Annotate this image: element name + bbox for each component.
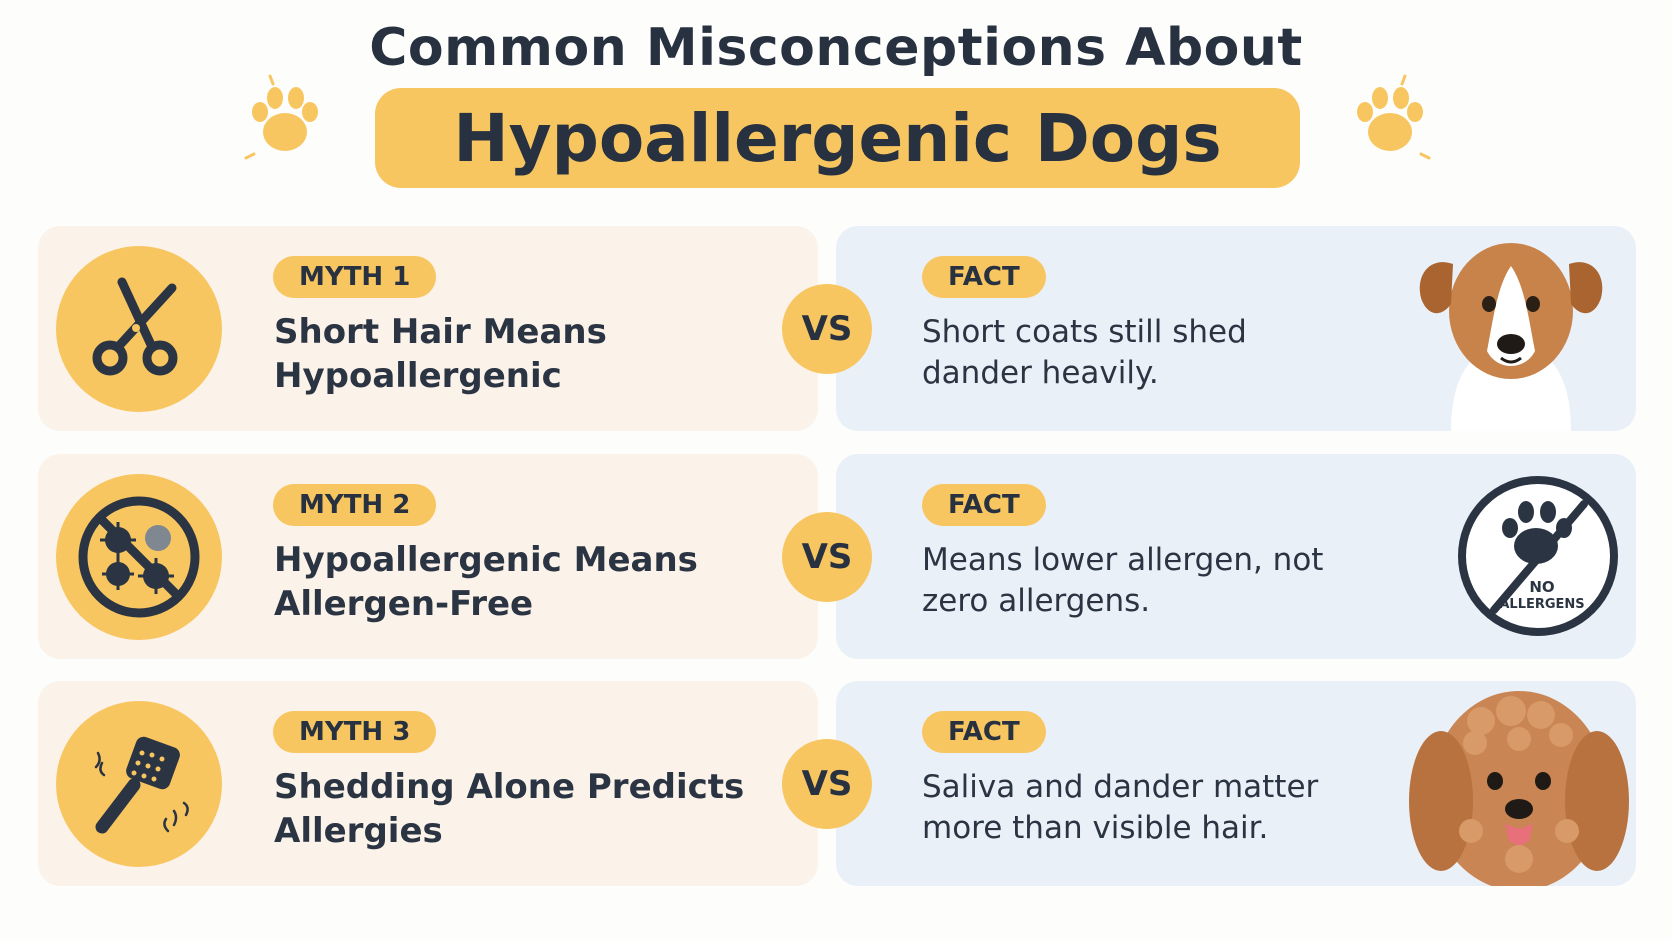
paw-right-icon (1357, 74, 1431, 160)
myth-icon-circle-1 (56, 246, 222, 412)
short-haired-dog-image (1419, 243, 1603, 431)
myth-card-1: MYTH 1 Short Hair Means Hypoallergenic (38, 226, 818, 431)
no-allergens-paw-sign-icon: NO ALLERGENS (1458, 476, 1618, 636)
myth-title-3: Shedding Alone Predicts Allergies (274, 767, 745, 851)
no-allergens-sign-line2: ALLERGENS (1499, 597, 1584, 612)
myth-fact-row-3: MYTH 3 Shedding Alone Predicts Allergies… (38, 681, 1636, 886)
myth-card-3: MYTH 3 Shedding Alone Predicts Allergies (38, 681, 818, 886)
myth-icon-circle-3 (56, 701, 222, 867)
myth-title-1: Short Hair Means Hypoallergenic (274, 312, 607, 396)
fact-badge-3: FACT (922, 711, 1046, 753)
myth-badge-3: MYTH 3 (273, 711, 437, 753)
fact-text-3: Saliva and dander matter more than visib… (922, 769, 1319, 846)
no-allergens-sign-line1: NO (1529, 578, 1554, 596)
fact-card-1: FACT Short coats still shed dander heavi… (836, 226, 1636, 431)
scissors-icon (92, 277, 178, 376)
myth-badge-2: MYTH 2 (273, 484, 437, 526)
vs-badge-2: VS (782, 512, 872, 602)
fact-badge-1: FACT (922, 256, 1046, 298)
paw-left-icon (244, 74, 318, 160)
fact-badge-2: FACT (922, 484, 1046, 526)
no-allergens-icon (78, 496, 200, 618)
fact-text-1: Short coats still shed dander heavily. (922, 314, 1247, 391)
myth-icon-circle-2 (56, 474, 222, 640)
curly-haired-dog-image (1409, 691, 1629, 886)
fact-text-2: Means lower allergen, not zero allergens… (922, 542, 1324, 619)
grooming-brush-icon (94, 736, 189, 834)
vs-badge-1: VS (782, 284, 872, 374)
myth-card-2: MYTH 2 Hypoallergenic Means Allergen-Fre… (38, 454, 818, 659)
myth-fact-row-1: MYTH 1 Short Hair Means Hypoallergenic V… (38, 226, 1636, 431)
title-banner: Hypoallergenic Dogs (375, 88, 1300, 188)
fact-card-2: FACT Means lower allergen, not zero alle… (836, 454, 1636, 659)
myth-badge-1: MYTH 1 (273, 256, 437, 298)
vs-badge-3: VS (782, 739, 872, 829)
page-title: Hypoallergenic Dogs (453, 99, 1222, 177)
fact-card-3: FACT Saliva and dander matter more than … (836, 681, 1636, 886)
myth-fact-row-2: MYTH 2 Hypoallergenic Means Allergen-Fre… (38, 454, 1636, 659)
page-subtitle: Common Misconceptions About (369, 18, 1303, 78)
myth-title-2: Hypoallergenic Means Allergen-Free (274, 540, 698, 624)
